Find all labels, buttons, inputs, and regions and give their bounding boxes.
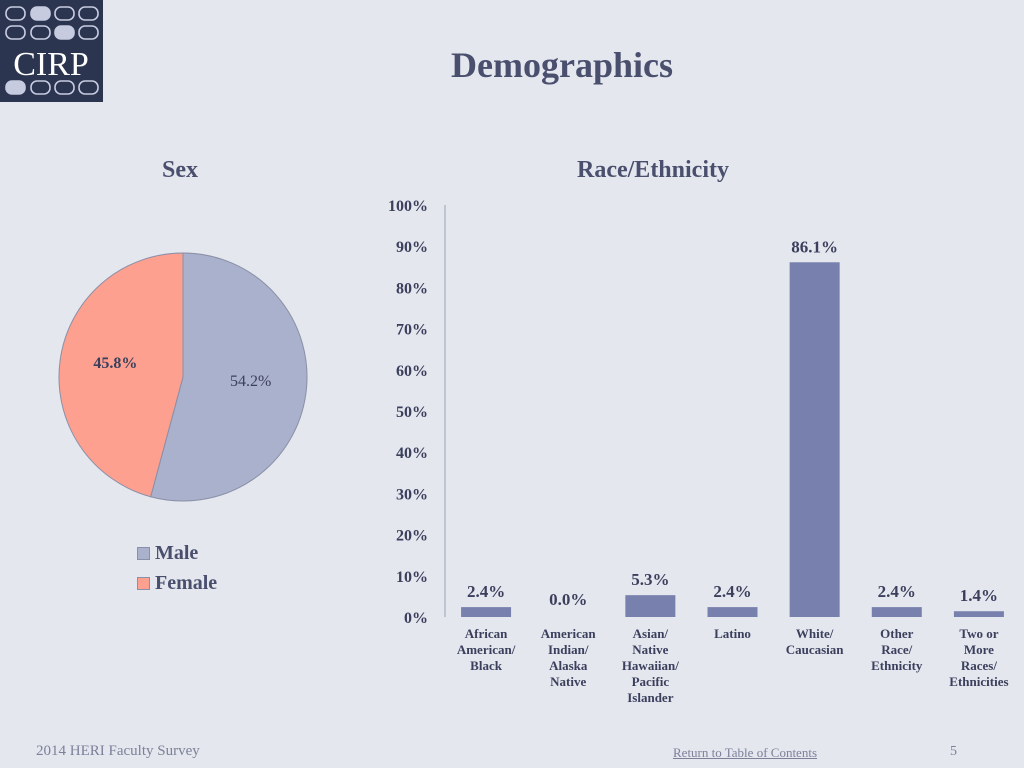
legend-swatch-male xyxy=(137,546,150,560)
pie-slice-male xyxy=(150,252,308,502)
race-chart-title: Race/Ethnicity xyxy=(577,157,729,183)
x-category-label: Other Race/Ethnicity xyxy=(871,626,923,673)
sex-pie-chart: 54.2% 45.8% xyxy=(0,230,360,530)
bar xyxy=(461,607,512,617)
logo-text: CIRP xyxy=(13,46,89,83)
bar-data-label: 0.0% xyxy=(549,590,587,609)
page-number: 5 xyxy=(950,744,957,759)
sex-chart-title: Sex xyxy=(162,157,198,183)
bar-data-label: 2.4% xyxy=(467,582,505,601)
y-tick-label: 0% xyxy=(404,610,428,627)
cirp-logo: CIRP xyxy=(0,0,103,102)
y-tick-label: 70% xyxy=(396,322,428,339)
bar-data-label: 1.4% xyxy=(960,586,998,605)
y-tick-label: 40% xyxy=(396,445,428,462)
bar-data-label: 86.1% xyxy=(791,237,838,256)
legend-swatch-female xyxy=(137,576,150,590)
x-category-label: African American/Black xyxy=(457,626,516,673)
bar-data-label: 2.4% xyxy=(878,582,916,601)
pie-slice-female xyxy=(58,252,184,498)
bar xyxy=(707,607,758,617)
page-title: Demographics xyxy=(451,45,673,85)
bar-data-label: 5.3% xyxy=(631,570,669,589)
bar-data-label: 2.4% xyxy=(713,582,751,601)
y-tick-label: 60% xyxy=(396,363,428,380)
x-category-label: White/Caucasian xyxy=(786,626,845,657)
x-category-label: Latino xyxy=(714,626,751,641)
y-tick-label: 30% xyxy=(396,486,428,503)
x-category-label: American Indian/Alaska Native xyxy=(541,626,597,689)
legend-label-male: Male xyxy=(155,541,199,564)
y-tick-label: 100% xyxy=(388,198,428,215)
return-to-toc-link[interactable]: Return to Table of Contents xyxy=(673,745,817,760)
bar xyxy=(789,262,840,617)
legend-item-female: Female xyxy=(137,568,217,598)
y-tick-label: 10% xyxy=(396,569,428,586)
legend-item-male: Male xyxy=(137,538,217,568)
y-tick-label: 50% xyxy=(396,404,428,421)
bar xyxy=(871,607,922,617)
x-category-label: Asian/Native Hawaiian/Pacific Islander xyxy=(622,626,679,705)
y-tick-label: 20% xyxy=(396,528,428,545)
footer-survey-name: 2014 HERI Faculty Survey xyxy=(36,743,200,759)
y-tick-label: 80% xyxy=(396,280,428,297)
legend-label-female: Female xyxy=(155,571,218,594)
race-bar-chart: 0% 10% 20% 30% 40% 50% 60% 70% 80% 90% 100% 2.4% Afr… xyxy=(370,190,1024,720)
bar xyxy=(625,595,676,617)
y-tick-label: 90% xyxy=(396,239,428,256)
sex-legend: Male Female xyxy=(137,538,217,598)
x-category-label: Two or More Races/Ethnicities xyxy=(949,626,1008,689)
pie-label-male: 54.2% xyxy=(230,373,271,390)
pie-label-female: 45.8% xyxy=(93,355,137,372)
bar xyxy=(953,611,1004,617)
